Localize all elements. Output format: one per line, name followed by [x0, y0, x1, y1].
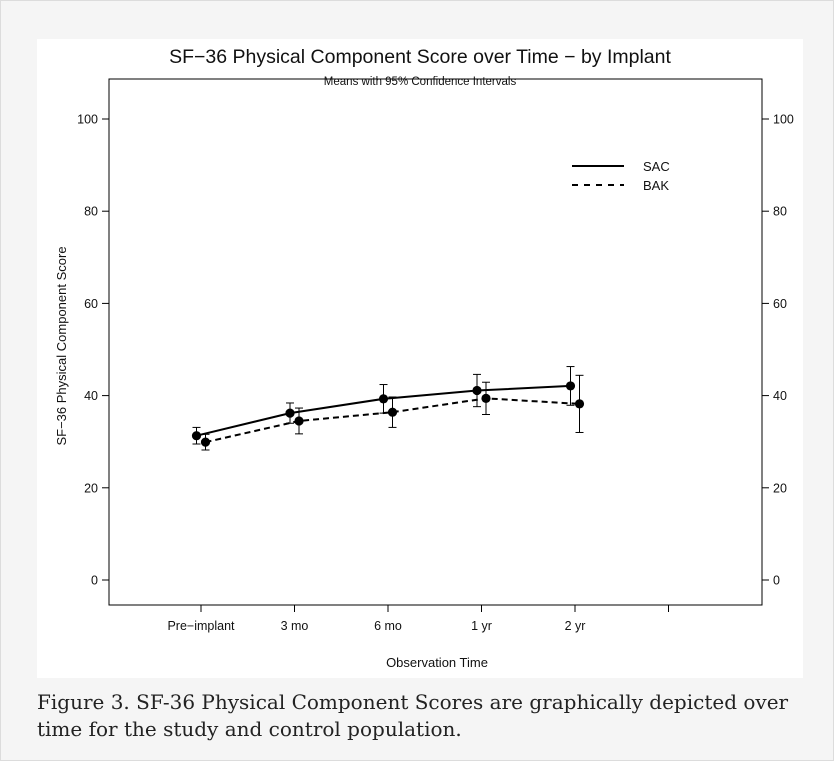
chart-subtitle: Means with 95% Confidence Intervals — [324, 76, 517, 88]
x-tick-label: 1 yr — [471, 619, 492, 633]
data-point-bak — [200, 437, 211, 447]
data-point-sac — [472, 385, 482, 396]
x-axis-label: Observation Time — [386, 655, 488, 670]
data-point-bak — [387, 407, 398, 417]
data-point-bak — [481, 393, 491, 403]
data-layer — [191, 366, 585, 451]
y-tick-label-left: 100 — [77, 113, 98, 127]
legend: SAC BAK — [572, 159, 670, 193]
x-tick-label: 3 mo — [281, 619, 309, 633]
data-point-bak — [574, 399, 585, 409]
y-tick-label-left: 80 — [84, 205, 98, 219]
chart: SF−36 Physical Component Score over Time… — [54, 46, 794, 670]
data-point-sac — [285, 408, 295, 418]
y-tick-label-left: 20 — [84, 481, 98, 495]
y-tick-label-left: 40 — [84, 389, 98, 403]
data-point-sac — [191, 431, 202, 441]
y-tick-label-left: 0 — [91, 574, 98, 588]
legend-label-bak: BAK — [643, 178, 669, 193]
y-tick-label-left: 60 — [84, 297, 98, 311]
plot-frame — [108, 78, 763, 606]
x-tick-label: Pre−implant — [167, 619, 235, 633]
axes-layer: 0 0 20 20 40 40 60 60 80 80 100 100 Pre−implant 3 mo 6… — [77, 78, 794, 633]
x-tick-label: 6 mo — [374, 619, 402, 633]
data-point-sac — [565, 381, 576, 391]
y-tick-label-right: 100 — [773, 113, 794, 127]
chart-panel: SF−36 Physical Component Score over Time… — [37, 39, 803, 678]
y-tick-label-right: 20 — [773, 481, 787, 495]
y-tick-label-right: 60 — [773, 297, 787, 311]
data-point-bak — [294, 416, 304, 426]
x-tick-label: 2 yr — [565, 619, 586, 633]
y-tick-label-right: 0 — [773, 574, 780, 588]
legend-label-sac: SAC — [643, 159, 670, 174]
figure-caption: Figure 3. SF-36 Physical Component Score… — [37, 690, 789, 741]
series-line-bak — [205, 397, 580, 444]
y-tick-label-right: 80 — [773, 205, 787, 219]
y-axis-label: SF−36 Physical Component Score — [54, 246, 69, 445]
chart-title: SF−36 Physical Component Score over Time… — [169, 46, 671, 68]
y-tick-label-right: 40 — [773, 389, 787, 403]
data-point-sac — [378, 394, 389, 404]
